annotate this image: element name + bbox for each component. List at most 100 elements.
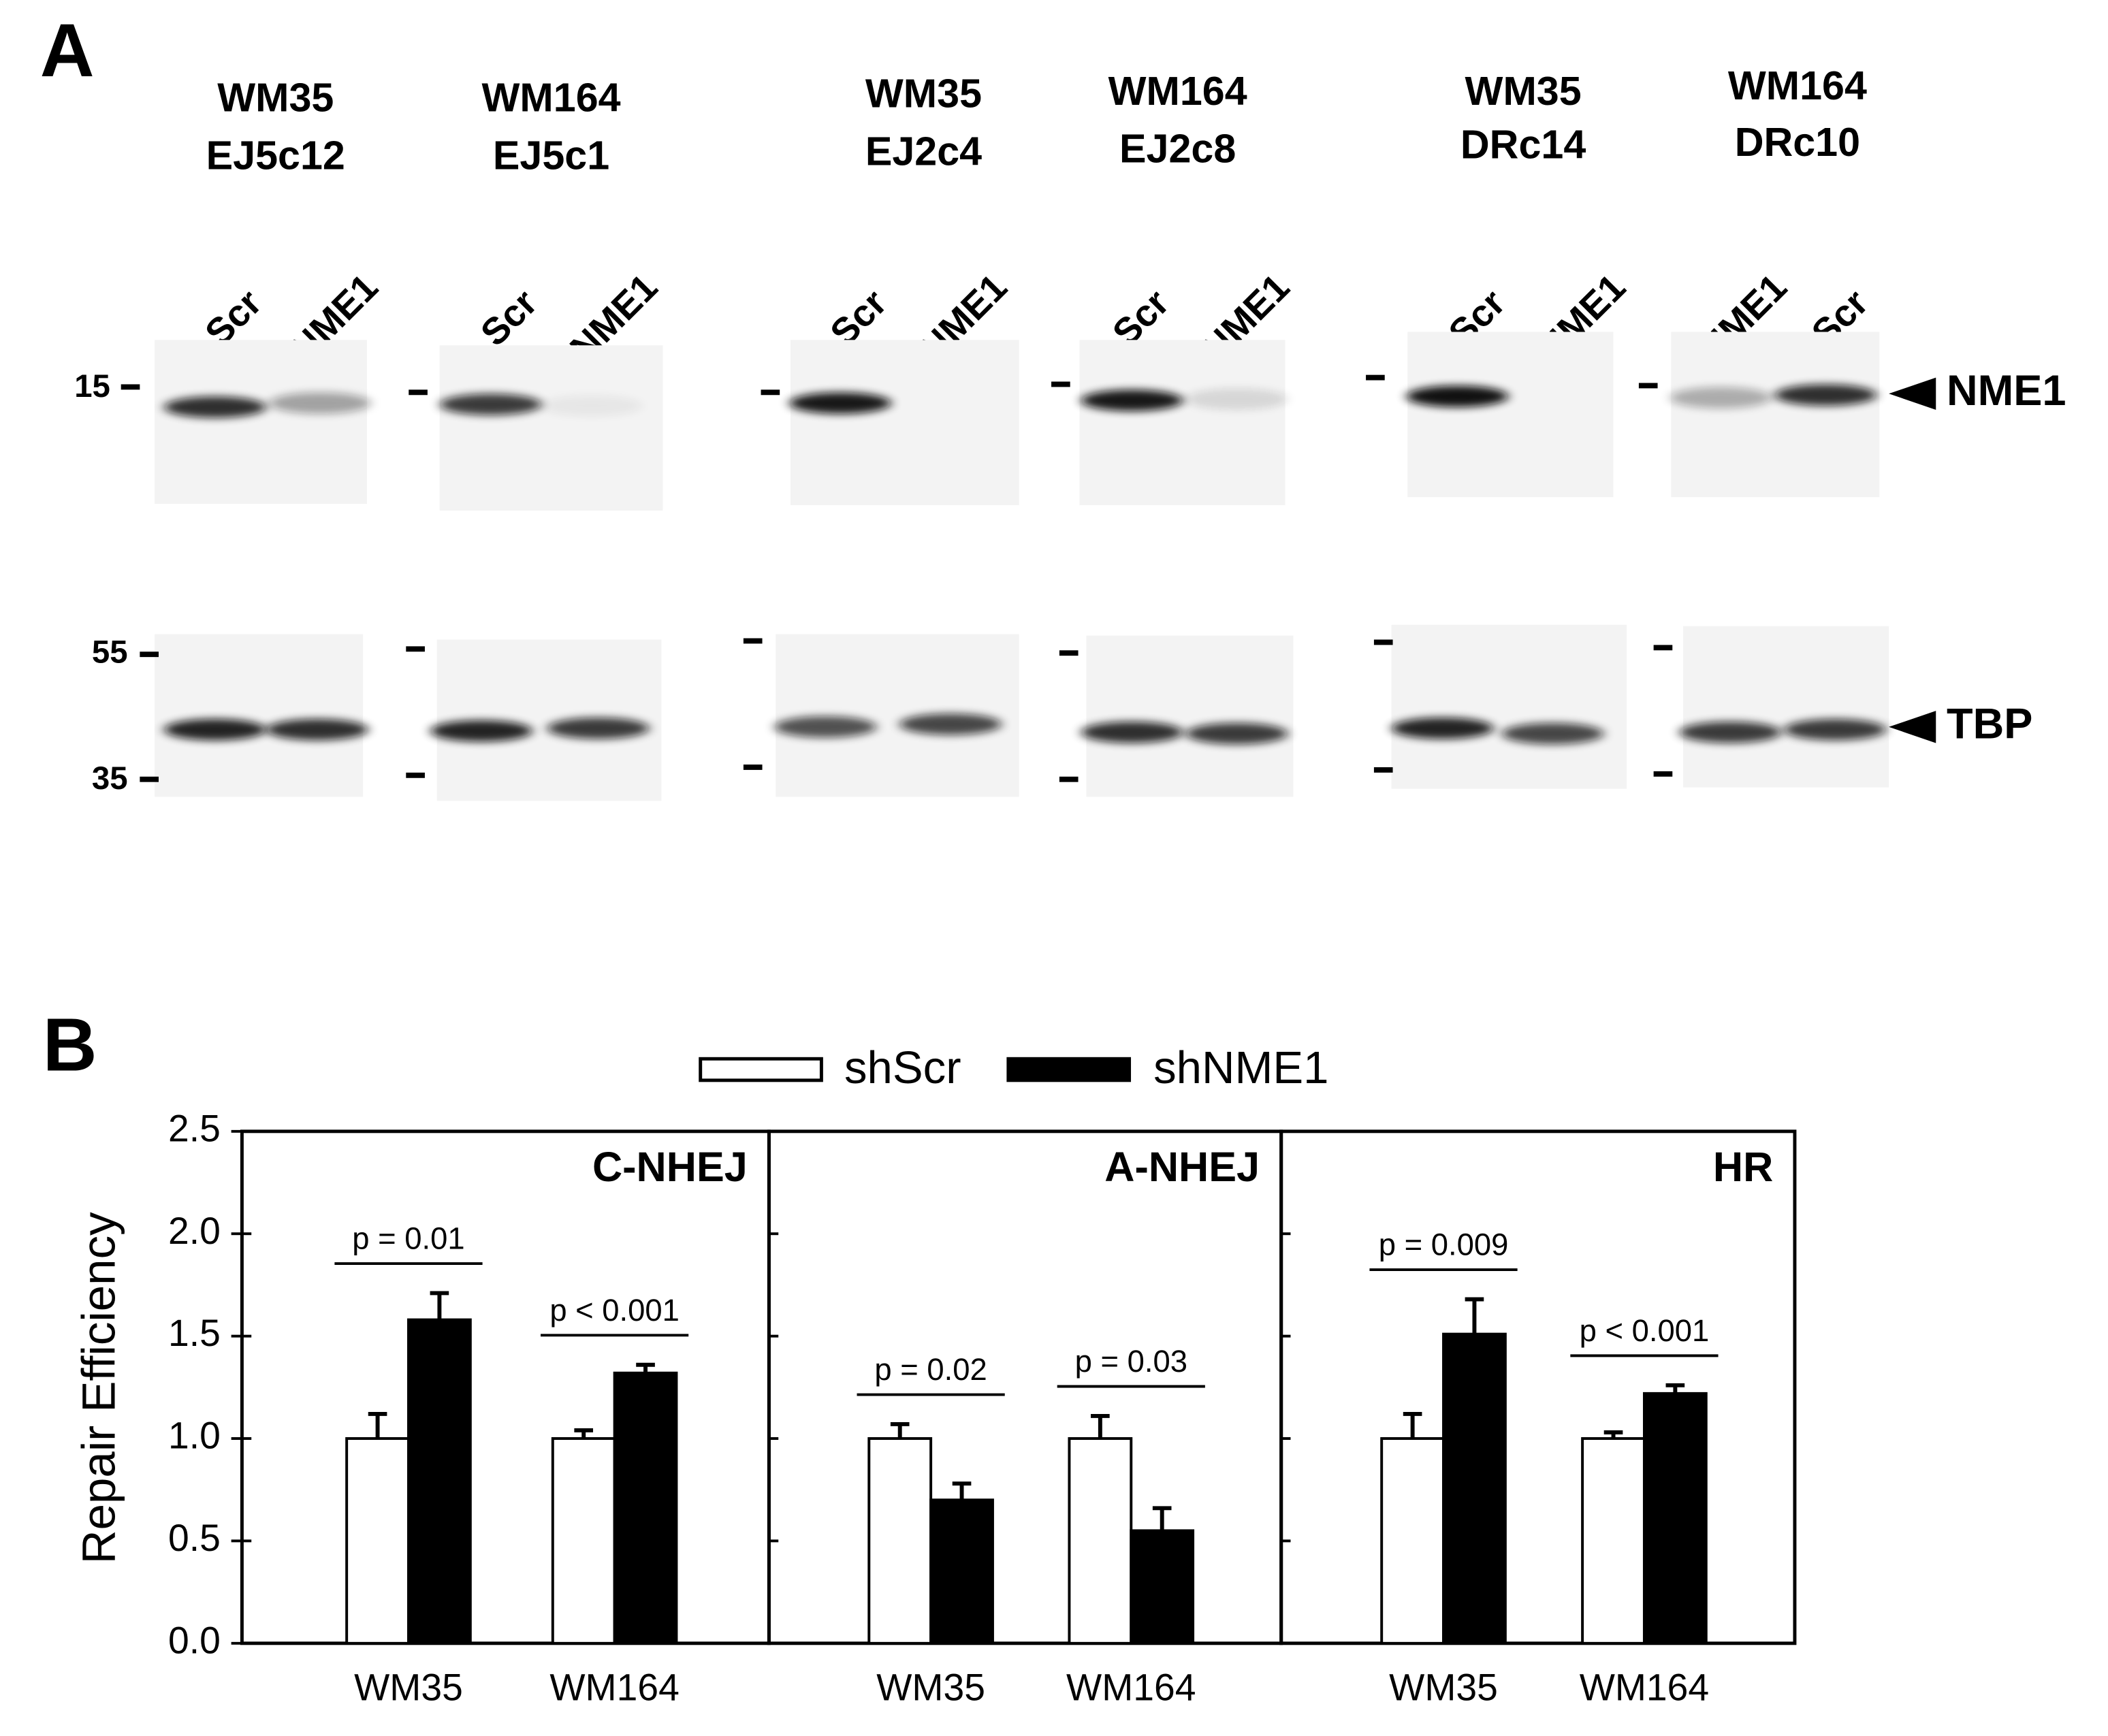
band <box>1406 385 1509 408</box>
blot-membrane <box>1086 635 1294 797</box>
p-value: p = 0.02 <box>874 1352 987 1387</box>
plot-frame <box>240 1129 771 1645</box>
bar <box>345 1437 410 1645</box>
size-dash <box>406 646 425 652</box>
size-dash <box>406 772 425 778</box>
x-tick-label: WM164 <box>549 1666 679 1708</box>
band-label: NME1 <box>1947 367 2066 415</box>
clone-name: EJ5c1 <box>493 133 609 178</box>
sample-name: WM164 <box>1108 68 1247 114</box>
size-dash <box>1373 639 1393 645</box>
band <box>1784 718 1887 741</box>
error-bar <box>574 1428 594 1439</box>
x-tick-label: WM35 <box>1389 1666 1498 1708</box>
band <box>1081 721 1183 743</box>
band <box>1774 384 1877 406</box>
band <box>540 395 643 417</box>
x-tick-label: WM35 <box>876 1666 985 1708</box>
band <box>163 718 266 741</box>
bar <box>613 1371 678 1645</box>
panel-title: HR <box>1713 1144 1773 1190</box>
size-dash <box>140 776 159 782</box>
size-dash <box>1366 374 1385 381</box>
error-bar <box>952 1481 972 1500</box>
size-dash <box>1059 650 1079 656</box>
size-dash <box>1653 771 1673 777</box>
blot-membrane <box>439 345 663 511</box>
sample-name: WM164 <box>1728 63 1867 108</box>
band <box>1185 722 1288 745</box>
clone-name: DRc14 <box>1460 122 1586 167</box>
band <box>899 713 1002 735</box>
error-bar <box>1665 1383 1685 1394</box>
y-axis-label: Repair Efficiency <box>71 1212 125 1564</box>
p-value: p = 0.03 <box>1075 1344 1187 1379</box>
size-dash <box>1059 776 1079 782</box>
blot-membrane <box>1683 626 1889 788</box>
p-value: p = 0.009 <box>1379 1227 1509 1262</box>
error-bar <box>1403 1411 1422 1439</box>
blot-membrane <box>1391 624 1627 789</box>
p-value: p < 0.001 <box>549 1293 680 1328</box>
p-value: p = 0.01 <box>352 1221 464 1255</box>
y-tick-label: 2.5 <box>168 1107 221 1149</box>
band <box>163 396 266 418</box>
lane-label: Scr <box>473 281 545 354</box>
band <box>439 393 542 415</box>
error-bar <box>1465 1297 1484 1334</box>
legend-swatch <box>1006 1057 1132 1082</box>
marker-label: 15 <box>74 368 110 404</box>
marker-label: 35 <box>92 760 128 797</box>
x-tick-label: WM164 <box>1066 1666 1196 1708</box>
error-bar <box>636 1362 655 1373</box>
sample-name: WM35 <box>217 75 334 120</box>
size-dash <box>1653 645 1673 651</box>
clone-name: DRc10 <box>1735 119 1860 165</box>
size-dash <box>140 652 159 658</box>
size-dash <box>121 384 140 390</box>
y-tick-label: 2.0 <box>168 1210 221 1252</box>
blot-membrane <box>155 340 368 504</box>
plot-frame <box>1279 1129 1797 1645</box>
x-tick-label: WM35 <box>354 1666 463 1708</box>
panel-title: A-NHEJ <box>1104 1144 1260 1190</box>
blot-membrane <box>1407 332 1614 498</box>
band <box>1185 388 1288 410</box>
band <box>430 720 532 742</box>
bar <box>1642 1392 1708 1645</box>
legend-swatch <box>699 1057 823 1082</box>
bar <box>1442 1332 1507 1645</box>
clone-name: EJ5c12 <box>206 133 345 178</box>
bar <box>867 1437 933 1645</box>
band <box>774 716 877 738</box>
band <box>266 718 369 741</box>
blot-membrane <box>1671 332 1880 498</box>
legend-label: shNME1 <box>1153 1042 1328 1093</box>
clone-name: EJ2c4 <box>865 129 982 174</box>
band-label: TBP <box>1947 700 2032 748</box>
x-tick-label: WM164 <box>1580 1666 1709 1708</box>
blot-membrane <box>776 634 1019 797</box>
blot-membrane <box>155 634 364 797</box>
bar <box>551 1437 616 1645</box>
sample-name: WM35 <box>1465 68 1582 114</box>
band <box>547 717 650 739</box>
y-tick-label: 0.5 <box>168 1517 221 1559</box>
size-dash <box>409 389 428 396</box>
marker-label: 55 <box>92 634 128 671</box>
band <box>1391 717 1494 739</box>
size-dash <box>1051 381 1070 387</box>
clone-name: EJ2c8 <box>1119 126 1236 172</box>
band <box>1081 389 1183 411</box>
y-tick-label: 1.0 <box>168 1415 221 1457</box>
bar <box>1581 1437 1646 1645</box>
y-tick-label: 1.5 <box>168 1312 221 1354</box>
size-dash <box>761 389 780 396</box>
band <box>268 392 371 414</box>
arrowhead <box>1889 377 1936 410</box>
error-bar <box>890 1422 910 1439</box>
band <box>789 392 892 414</box>
size-dash <box>1638 383 1658 389</box>
